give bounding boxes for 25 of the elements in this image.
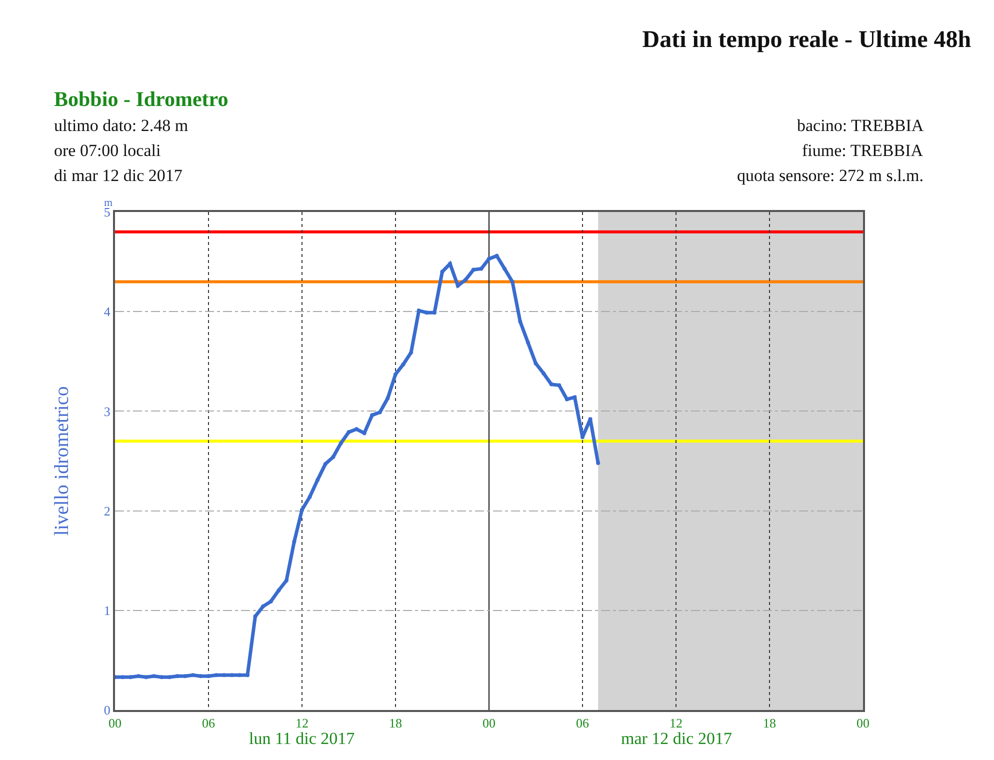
x-tick-label: 18 bbox=[389, 716, 402, 731]
x-tick-label: 00 bbox=[108, 716, 122, 731]
y-tick-label: 0 bbox=[104, 702, 110, 718]
y-tick-label: 2 bbox=[104, 503, 110, 518]
text: bacino: TREBBIA bbox=[797, 116, 924, 135]
text: lun 11 dic 2017 bbox=[249, 729, 356, 748]
y-tick-label: 1 bbox=[104, 602, 110, 618]
x-tick-label: 12 bbox=[296, 716, 308, 731]
y-tick-label: 4 bbox=[104, 304, 111, 320]
x-tick-label: 00 bbox=[482, 716, 496, 731]
chart-subtitle: Bobbio - Idrometro bbox=[54, 87, 228, 111]
text: ultimo dato: 2.48 m bbox=[54, 116, 188, 135]
text: fiume: TREBBIA bbox=[802, 141, 924, 160]
y-tick-label: 3 bbox=[104, 404, 110, 419]
x-tick-label: 18 bbox=[763, 716, 776, 731]
text: quota sensore: 272 m s.l.m. bbox=[737, 166, 924, 185]
y-axis-title: livello idrometrico bbox=[50, 386, 73, 536]
chart-title: Dati in tempo reale - Ultime 48h bbox=[642, 27, 972, 54]
text: ore 07:00 locali bbox=[54, 141, 161, 160]
text: di mar 12 dic 2017 bbox=[54, 166, 183, 185]
text: mar 12 dic 2017 bbox=[621, 729, 732, 748]
x-tick-label: 00 bbox=[856, 716, 870, 731]
x-tick-label: 06 bbox=[576, 716, 590, 731]
x-tick-label: 12 bbox=[670, 716, 682, 731]
x-tick-label: 06 bbox=[202, 716, 216, 731]
